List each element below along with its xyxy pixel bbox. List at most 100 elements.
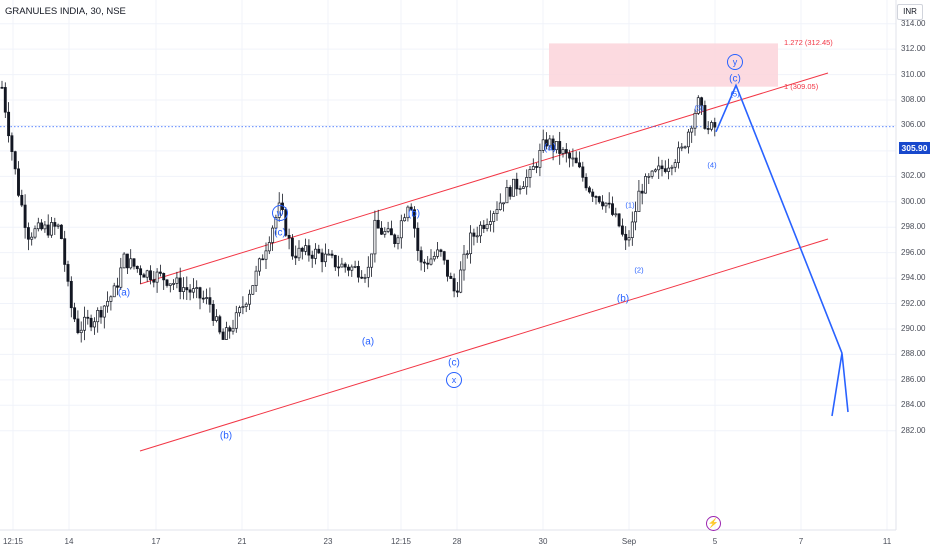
candle-body — [185, 287, 189, 291]
candle-body — [508, 187, 512, 197]
candle-body — [26, 227, 30, 240]
channel-upper-line — [139, 72, 829, 285]
candle-body — [59, 224, 63, 240]
candle-body — [7, 111, 11, 137]
candle-body — [703, 105, 707, 129]
candle-body — [53, 222, 57, 227]
candle-body — [541, 139, 545, 151]
candle-body — [254, 270, 258, 286]
candle-body — [248, 293, 251, 305]
current-price-tag: 305.90 — [899, 142, 930, 154]
candle-body — [215, 316, 218, 321]
candle-body — [195, 287, 199, 289]
candle-body — [449, 275, 453, 279]
wave-label: (a) — [361, 336, 375, 348]
candle-body — [221, 331, 225, 340]
time-tick-label: 5 — [712, 537, 718, 546]
time-tick-label: 12:15 — [390, 537, 412, 546]
candle-body — [224, 327, 228, 340]
candle-body — [416, 227, 420, 251]
candle-body — [611, 203, 614, 215]
price-tick-label: 288.00 — [901, 349, 926, 359]
candle-body — [0, 86, 4, 89]
candle-body — [66, 264, 70, 282]
candle-body — [393, 234, 397, 244]
candle-body — [3, 87, 7, 113]
candle-body — [264, 250, 268, 260]
candle-body — [241, 306, 245, 308]
candle-body — [106, 301, 110, 307]
candle-body — [366, 266, 370, 278]
candle-body — [356, 266, 360, 278]
candle-body — [36, 222, 40, 230]
candle-body — [238, 307, 242, 314]
candle-body — [683, 146, 687, 149]
candle-body — [521, 186, 525, 189]
price-tick-label: 310.00 — [901, 69, 926, 79]
candle-body — [620, 225, 624, 235]
candle-body — [465, 253, 469, 256]
candle-body — [545, 139, 548, 147]
candle-body — [330, 253, 334, 256]
candle-body — [175, 277, 179, 284]
currency-button[interactable]: INR — [897, 4, 923, 20]
wave-label: (4) — [707, 160, 717, 170]
time-tick-label: 30 — [538, 537, 548, 546]
time-tick-label: 17 — [151, 537, 161, 546]
candle-body — [363, 276, 367, 279]
candle-body — [624, 233, 628, 241]
candle-body — [455, 290, 459, 293]
candle-body — [155, 271, 159, 283]
candle-body — [472, 232, 476, 237]
candle-body — [686, 131, 690, 148]
candle-body — [20, 194, 24, 206]
candle-body — [432, 255, 436, 260]
candle-body — [13, 151, 17, 170]
candle-body — [218, 316, 222, 333]
candle-body — [211, 303, 215, 321]
candle-body — [145, 270, 149, 278]
candle-body — [604, 202, 608, 207]
candle-body — [518, 188, 522, 190]
candle-body — [690, 127, 694, 133]
price-tick-label: 290.00 — [901, 323, 926, 333]
candle-body — [419, 250, 423, 263]
candle-body — [373, 219, 377, 255]
candle-body — [83, 316, 86, 331]
candle-body — [69, 280, 73, 309]
candle-body — [139, 268, 143, 276]
candle-body — [548, 138, 552, 147]
candle-body — [644, 176, 647, 194]
candle-body — [657, 165, 661, 171]
candle-body — [162, 273, 166, 281]
candle-body — [637, 190, 641, 212]
price-tick-label: 294.00 — [901, 273, 926, 283]
candle-body — [290, 237, 294, 257]
price-tick-label: 286.00 — [901, 374, 926, 384]
candle-body — [86, 316, 90, 319]
candle-body — [63, 238, 67, 265]
time-tick-label: 11 — [882, 537, 892, 546]
candle-body — [647, 175, 651, 178]
candle-body — [571, 157, 575, 160]
candle-body — [673, 162, 677, 168]
wave-label: (1) — [625, 200, 635, 210]
candle-body — [607, 202, 611, 205]
time-tick-label: 21 — [237, 537, 247, 546]
candle-body — [551, 138, 555, 151]
candle-body — [178, 277, 182, 292]
symbol-title[interactable]: GRANULES INDIA, 30, NSE — [5, 6, 126, 17]
candle-body — [340, 263, 344, 268]
candle-body — [122, 253, 126, 269]
candle-body — [693, 112, 697, 129]
wave-label: (5) — [730, 89, 740, 99]
candle-body — [112, 285, 116, 298]
candle-body — [323, 253, 327, 263]
candle-body — [700, 97, 704, 106]
lightning-icon[interactable]: ⚡ — [706, 516, 721, 531]
candle-body — [670, 166, 674, 169]
candle-body — [208, 297, 212, 305]
candle-body — [594, 196, 598, 198]
candle-body — [558, 141, 562, 154]
